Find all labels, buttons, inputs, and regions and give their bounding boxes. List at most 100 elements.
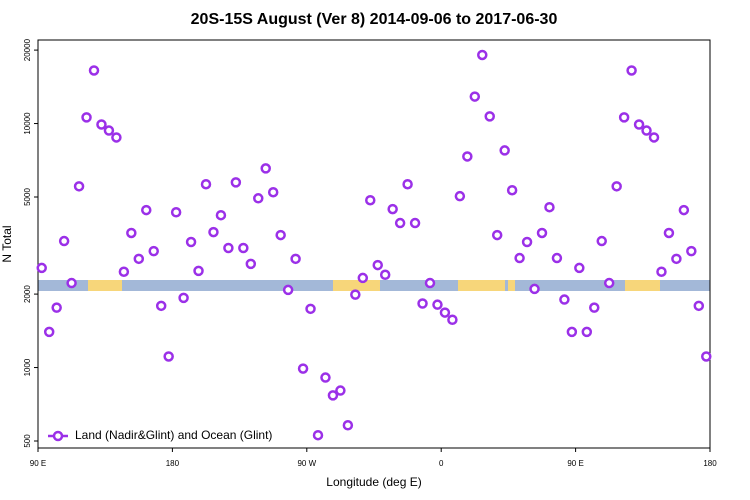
point [126, 227, 137, 239]
point [327, 390, 339, 401]
point [223, 242, 234, 254]
point [693, 300, 705, 312]
point [484, 111, 495, 122]
point [663, 227, 675, 239]
point [43, 326, 55, 338]
plot-frame [37, 39, 711, 449]
point [671, 253, 682, 265]
point [81, 112, 92, 123]
point [432, 299, 443, 310]
point [88, 65, 100, 76]
point [312, 429, 324, 441]
point [656, 266, 667, 277]
point [447, 314, 458, 325]
legend-label: Land (Nadir&Glint) and Ocean (Glint) [75, 428, 272, 442]
point [611, 181, 622, 192]
point [529, 283, 540, 295]
point [701, 351, 712, 362]
point [544, 201, 555, 213]
land-band [333, 280, 380, 291]
point [290, 253, 301, 265]
point [439, 307, 451, 318]
point [297, 363, 309, 374]
y-tick-label: 2000 [23, 285, 32, 303]
chart-title: 20S-15S August (Ver 8) 2014-09-06 to 201… [191, 11, 558, 28]
point [185, 236, 197, 248]
point [462, 151, 473, 162]
point [215, 209, 227, 221]
point [58, 235, 70, 247]
point [208, 226, 219, 238]
point [424, 277, 436, 289]
point [141, 204, 152, 216]
point [596, 235, 607, 247]
point [686, 245, 697, 257]
point [589, 302, 600, 313]
land-band [625, 280, 660, 291]
point [551, 252, 563, 264]
y-tick-label: 5000 [23, 188, 32, 206]
point [118, 266, 130, 277]
x-axis-label: Longitude (deg E) [326, 475, 421, 489]
x-tick-label: 180 [703, 459, 717, 468]
y-tick-label: 10000 [23, 112, 32, 135]
x-tick-label: 90 E [567, 459, 583, 468]
point [678, 204, 690, 216]
point [260, 163, 271, 174]
point [454, 190, 466, 202]
point [626, 65, 637, 76]
point [133, 253, 145, 265]
point [372, 259, 383, 271]
y-axis-label: N Total [0, 225, 14, 262]
point [253, 193, 264, 204]
point [394, 217, 406, 229]
point [469, 91, 481, 102]
point [506, 184, 518, 196]
land-band [508, 280, 515, 291]
point [379, 269, 391, 281]
point [245, 258, 257, 270]
point [103, 125, 115, 136]
point [618, 112, 630, 123]
point [499, 145, 510, 156]
point [111, 132, 122, 143]
point [603, 277, 615, 289]
point [521, 236, 533, 248]
point [96, 119, 107, 130]
y-tick-label: 1000 [23, 358, 32, 376]
point [305, 303, 316, 315]
land-band [88, 280, 122, 291]
x-tick-label: 90 E [30, 459, 46, 468]
point [148, 245, 159, 257]
point [275, 229, 286, 241]
point [409, 217, 421, 229]
point [633, 119, 645, 130]
point [36, 262, 47, 274]
point [163, 351, 174, 362]
point [66, 277, 77, 289]
point [230, 177, 242, 188]
legend-marker [52, 430, 64, 442]
point [335, 385, 346, 396]
point [574, 262, 585, 274]
point [536, 227, 548, 239]
point [402, 178, 413, 190]
point [357, 272, 369, 284]
point [387, 203, 398, 215]
point [514, 252, 525, 264]
point [417, 298, 428, 309]
y-tick-label: 500 [23, 434, 32, 448]
point [365, 194, 376, 206]
point [193, 265, 204, 277]
point [559, 294, 570, 305]
point [581, 326, 593, 338]
point [477, 49, 488, 61]
point [566, 326, 578, 338]
y-tick-label: 20000 [23, 38, 32, 61]
point [267, 186, 279, 198]
x-tick-label: 90 W [297, 459, 316, 468]
x-tick-label: 180 [166, 459, 180, 468]
point [51, 302, 62, 313]
point [320, 372, 331, 383]
